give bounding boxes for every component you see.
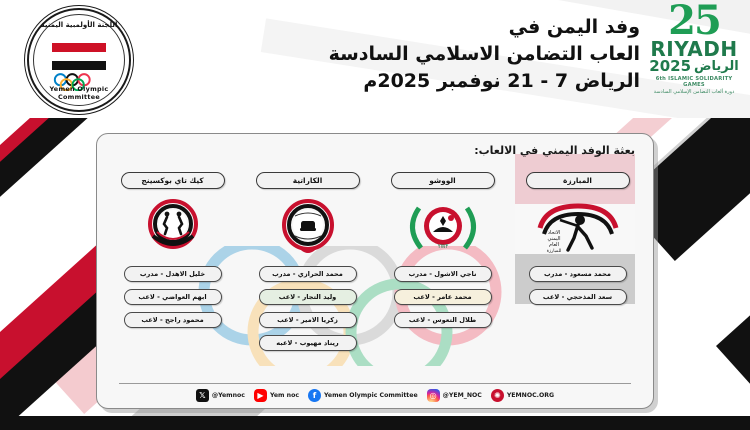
member-pill[interactable]: محمد الحرازي - مدرب (258, 266, 357, 282)
yemen-karate-federation-logo (262, 197, 354, 257)
member-pill[interactable]: خليل الاهدل - مدرب (123, 266, 222, 282)
sport-header-kickboxing[interactable]: كيك تاي بوكسينج (120, 172, 225, 189)
olympic-rings-icon (50, 73, 108, 92)
sport-column-fencing: المبارزة الاتحاد اليمني العام للمبارزة (510, 172, 645, 351)
member-pill[interactable]: محمد مسعود - مدرب (528, 266, 627, 282)
sport-header-fencing[interactable]: المبارزة (525, 172, 630, 189)
riyadh-year: 2025 (649, 57, 692, 75)
sport-header-karate[interactable]: الكاراتية (255, 172, 360, 189)
poster-header: اللجنة الأولمبية اليمنية Yemen Olympic C… (0, 0, 750, 118)
member-pill[interactable]: زكريا الامير - لاعب (258, 312, 357, 328)
delegation-card: بعثة الوفد اليمني في الالعاب: المبارزة ا… (96, 133, 654, 409)
title-line-2: العاب التضامن الاسلامي السادسة (328, 42, 640, 65)
member-pill[interactable]: ريناد مهيوب - لاعبه (258, 335, 357, 351)
svg-text:الاتحاد: الاتحاد (547, 230, 560, 236)
member-pill[interactable]: سعد المذحجي - لاعب (528, 289, 627, 305)
social-label: Yem noc (269, 392, 299, 399)
riyadh-subtitle-arabic: دورة ألعاب التضامن الإسلامي السادسة (653, 89, 735, 95)
svg-text:العام: العام (549, 242, 559, 248)
member-pill[interactable]: محمود راجح - لاعب (123, 312, 222, 328)
emblem-inner-ring (33, 14, 125, 106)
yemen-wushu-federation-logo: YWF (397, 197, 489, 257)
yemen-flag-icon (52, 43, 106, 70)
title-line-3: الرياض 7 - 21 نوفمبر 2025م (363, 69, 640, 92)
bottom-black-bar (0, 416, 750, 430)
yemen-kickboxing-federation-logo (127, 197, 219, 257)
sport-column-karate: الكاراتية محمد الحرازي - مدرب وليد التجا (240, 172, 375, 351)
svg-text:اليمني: اليمني (547, 236, 560, 242)
emblem-arabic-text: اللجنة الأولمبية اليمنية (40, 21, 118, 29)
card-heading: بعثة الوفد اليمني في الالعاب: (474, 144, 635, 157)
sport-column-kickboxing: كيك تاي بوكسينج خليل الاهدل - مدرب (105, 172, 240, 351)
social-label: @Yemnoc (211, 392, 245, 399)
title-line-1: وفد اليمن في (508, 16, 640, 38)
sport-header-wushu[interactable]: الووشو (390, 172, 495, 189)
social-link-website[interactable]: ✺ YEMNOC.ORG (490, 389, 555, 402)
website-globe-icon: ✺ (490, 389, 504, 402)
svg-text:للمبارزة: للمبارزة (546, 249, 561, 254)
poster-title: وفد اليمن في العاب التضامن الاسلامي السا… (220, 14, 640, 95)
social-label: @YEM_NOC (442, 392, 482, 399)
member-pill[interactable]: ابهم العواضي - لاعب (123, 289, 222, 305)
sport-columns: المبارزة الاتحاد اليمني العام للمبارزة (97, 172, 653, 351)
member-pill[interactable]: وليد التجار - لاعب (258, 289, 357, 305)
yemen-olympic-committee-logo: اللجنة الأولمبية اليمنية Yemen Olympic C… (27, 8, 131, 112)
facebook-icon: f (308, 389, 321, 402)
social-link-instagram[interactable]: ◎ @YEM_NOC (426, 389, 482, 402)
instagram-icon: ◎ (426, 389, 440, 402)
member-pill[interactable]: محمد عامر - لاعب (393, 289, 492, 305)
social-divider (119, 383, 631, 384)
riyadh-subtitle-latin: 6th ISLAMIC SOLIDARITY GAMES (655, 76, 733, 88)
social-link-youtube[interactable]: ▶ Yem noc (253, 389, 299, 402)
riyadh-city-arabic: الرياض (694, 59, 739, 74)
svg-text:YWF: YWF (436, 244, 448, 250)
sport-column-wushu: الووشو YWF ناجي الاشول - مدرب محمد عامر … (375, 172, 510, 351)
riyadh-city-latin: RIYADH (650, 37, 738, 61)
social-link-x[interactable]: 𝕏 @Yemnoc (195, 389, 245, 402)
member-pill[interactable]: طلال التعوس - لاعب (393, 312, 492, 328)
youtube-icon: ▶ (253, 389, 267, 402)
riyadh-numeral: 25 (668, 0, 722, 44)
yemen-fencing-federation-logo: الاتحاد اليمني العام للمبارزة (532, 197, 624, 257)
social-links-bar: 𝕏 @Yemnoc ▶ Yem noc f Yemen Olympic Comm… (97, 385, 653, 402)
member-pill[interactable]: ناجي الاشول - مدرب (393, 266, 492, 282)
riyadh-2025-games-logo: 25 RIYADH 2025 الرياض 6th ISLAMIC SOLIDA… (646, 0, 742, 114)
social-label: YEMNOC.ORG (506, 392, 555, 399)
social-link-facebook[interactable]: f Yemen Olympic Committee (308, 389, 418, 402)
x-twitter-icon: 𝕏 (195, 389, 209, 402)
social-label: Yemen Olympic Committee (324, 392, 418, 399)
emblem-latin-text: Yemen Olympic Committee (49, 85, 109, 101)
